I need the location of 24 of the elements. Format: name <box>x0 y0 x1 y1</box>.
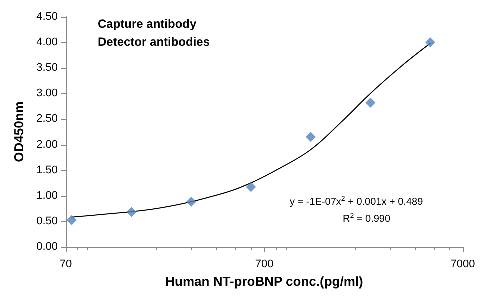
y-tick-label: 2.50 <box>36 113 58 126</box>
x-tick-label: 70 <box>60 258 72 270</box>
y-tick-label: 4.00 <box>36 36 58 49</box>
y-tick-label: 1.50 <box>36 164 58 176</box>
x-axis-title: Human NT-proBNP conc.(pg/ml) <box>166 274 364 289</box>
point <box>126 207 137 218</box>
point <box>246 182 256 192</box>
annotation: Detector antibodies <box>98 35 210 49</box>
point <box>366 98 376 108</box>
point <box>66 215 77 226</box>
x-tick-label: 7000 <box>450 258 476 270</box>
y-tick-label: 3.00 <box>36 88 58 100</box>
y-tick-label: 0.50 <box>36 215 58 228</box>
point <box>425 38 436 48</box>
y-tick-label: 2.00 <box>36 138 58 151</box>
point <box>306 132 316 142</box>
y-tick-label: 1.00 <box>36 190 58 202</box>
point <box>186 197 196 208</box>
annotation: Capture antibody <box>98 17 197 31</box>
y-axis-title: OD450nm <box>12 102 27 162</box>
y-tick-label: 0.00 <box>36 241 58 253</box>
y-tick-label: 4.50 <box>36 11 58 23</box>
y-tick-label: 3.50 <box>36 62 58 74</box>
x-tick-label: 700 <box>255 258 274 270</box>
